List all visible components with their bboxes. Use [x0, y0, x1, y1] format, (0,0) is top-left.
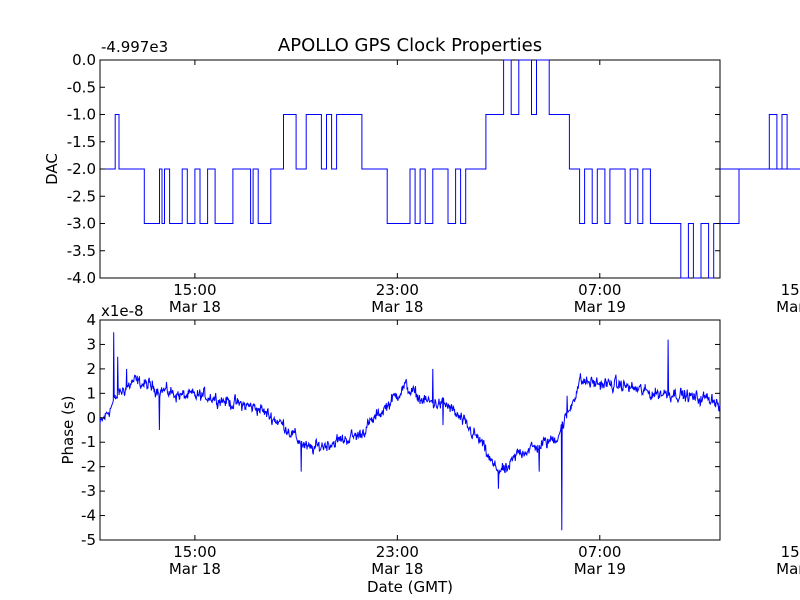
dac-ytick-label: -3.5 — [67, 242, 96, 260]
phase-axes-frame — [99, 319, 721, 541]
phase-xtick-time-label: 15:00 — [173, 543, 216, 561]
phase-ytick-label: -5 — [81, 531, 96, 549]
phase-xtick-date-label: Mar 18 — [169, 560, 221, 578]
dac-xtick-time-label: 07:00 — [578, 281, 621, 299]
dac-ytick-label: -3.0 — [67, 215, 96, 233]
dac-ytick-label: -0.5 — [67, 78, 96, 96]
phase-xtick-time-label: 07:00 — [578, 543, 621, 561]
phase-xtick-time-label: 15:00 — [781, 543, 800, 561]
dac-panel: 0.0 -0.5 -1.0 -1.5 -2.0 -2.5 -3.0 -3.5 -4.0 15:00… — [43, 38, 800, 316]
phase-ytick-label: -3 — [81, 482, 96, 500]
dac-series-line — [100, 59, 800, 279]
dac-ytick-label: -2.5 — [67, 187, 96, 205]
dac-xtick-date-label: Mar 18 — [371, 298, 423, 316]
phase-xtick-time-label: 23:00 — [376, 543, 419, 561]
phase-xtick-date-label: Mar 19 — [776, 560, 800, 578]
dac-offset-label: -4.997e3 — [101, 38, 168, 56]
phase-xtick-date-label: Mar 18 — [371, 560, 423, 578]
phase-offset-label: x1e-8 — [101, 302, 144, 320]
phase-ytick-label: -2 — [81, 458, 96, 476]
dac-xtick-time-label: 15:00 — [173, 281, 216, 299]
dac-ytick-label: -1.0 — [67, 106, 96, 124]
phase-ytick-label: 3 — [86, 335, 96, 353]
dac-y-axis-label: DAC — [43, 153, 61, 185]
phase-trace-layer — [99, 332, 721, 531]
dac-trace-layer — [100, 59, 800, 279]
dac-xtick-date-label: Mar 19 — [574, 298, 626, 316]
dac-xtick-date-label: Mar 19 — [776, 298, 800, 316]
phase-ytick-label: 4 — [86, 311, 96, 329]
phase-ytick-label: 2 — [86, 360, 96, 378]
phase-xtick-date-label: Mar 19 — [574, 560, 626, 578]
dac-ytick-label: -2.0 — [67, 160, 96, 178]
dac-ytick-label: 0.0 — [72, 51, 96, 69]
phase-y-axis-label: Phase (s) — [59, 395, 77, 464]
phase-ytick-label: -4 — [81, 507, 96, 525]
dac-ytick-label: -1.5 — [67, 133, 96, 151]
x-axis-label: Date (GMT) — [367, 578, 453, 596]
chart-title: APOLLO GPS Clock Properties — [278, 35, 542, 56]
dac-ytick-label: -4.0 — [67, 269, 96, 287]
dac-ticks: 0.0 -0.5 -1.0 -1.5 -2.0 -2.5 -3.0 -3.5 -4.0 15:00… — [67, 51, 800, 316]
phase-series-line — [99, 332, 721, 531]
dac-xtick-time-label: 23:00 — [376, 281, 419, 299]
dac-xtick-time-label: 15:00 — [781, 281, 800, 299]
dac-xtick-date-label: Mar 18 — [169, 298, 221, 316]
phase-ytick-label: 1 — [86, 384, 96, 402]
phase-ytick-label: -1 — [81, 433, 96, 451]
phase-ytick-label: 0 — [86, 409, 96, 427]
